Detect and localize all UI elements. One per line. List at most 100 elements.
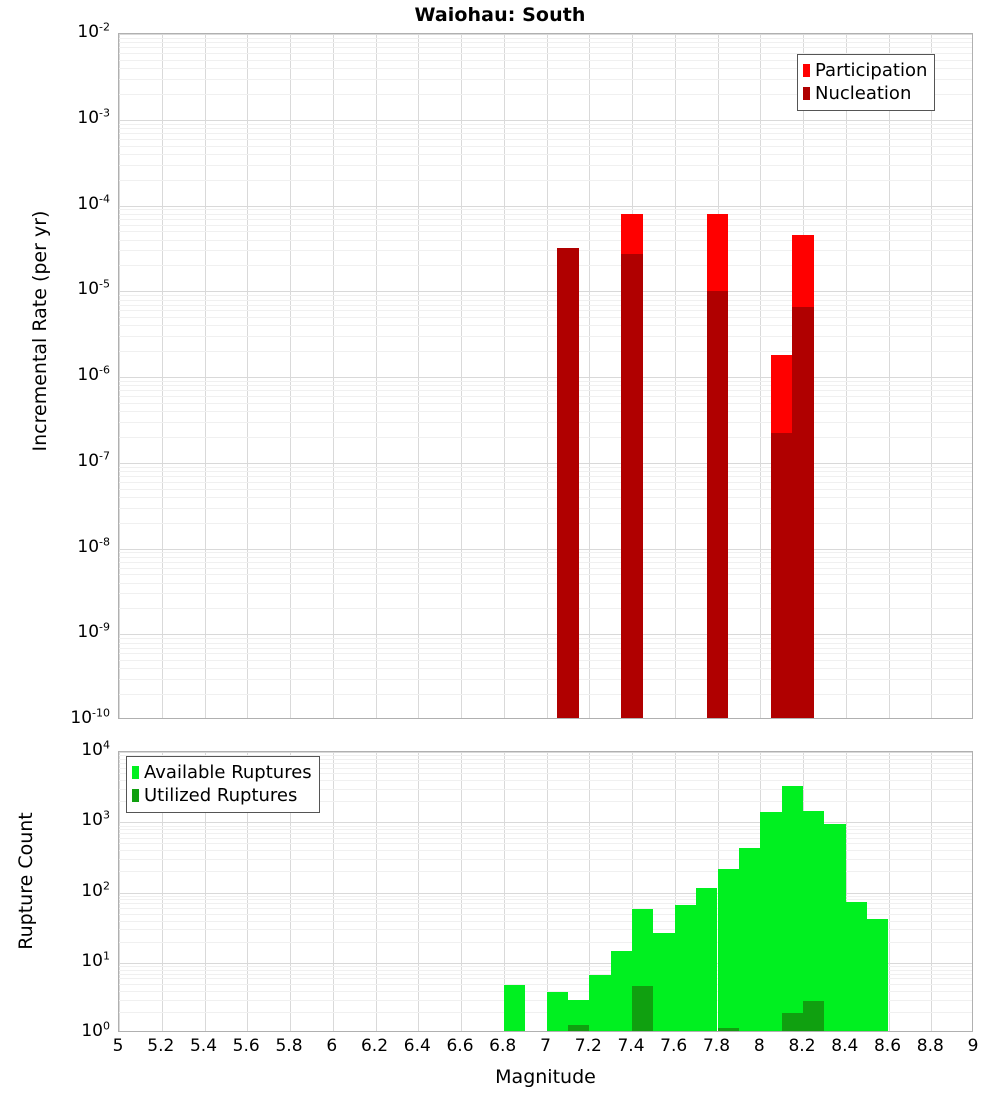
bar-nucleation <box>557 248 579 718</box>
grid-line-horizontal-minor <box>119 647 972 649</box>
grid-line-horizontal <box>119 892 972 894</box>
x-axis-tick-label: 8.4 <box>831 1036 859 1056</box>
grid-line-vertical <box>503 34 505 718</box>
grid-line-vertical <box>845 752 847 1031</box>
grid-line-horizontal-minor <box>119 825 972 827</box>
grid-line-vertical <box>931 34 933 718</box>
bar-available-ruptures <box>824 823 846 1031</box>
grid-line-vertical <box>290 34 291 718</box>
x-axis-tick-label: 6.6 <box>446 1036 474 1056</box>
grid-line-horizontal-minor <box>119 138 972 140</box>
grid-line-vertical <box>717 752 719 1031</box>
grid-line-horizontal-minor <box>119 317 972 319</box>
grid-line-horizontal-minor <box>119 899 972 901</box>
grid-line-horizontal-minor <box>119 593 972 595</box>
bar-available-ruptures <box>567 999 590 1031</box>
grid-line-horizontal-minor <box>119 843 972 845</box>
grid-line-horizontal <box>119 34 972 35</box>
x-axis-label: Magnitude <box>495 1066 596 1088</box>
grid-line-vertical <box>674 34 676 718</box>
legend-item-utilized-ruptures[interactable]: Utilized Ruptures <box>132 784 312 807</box>
bar-available-ruptures <box>546 991 568 1031</box>
legend-label-participation: Participation <box>815 59 928 81</box>
grid-line-horizontal-minor <box>119 299 972 301</box>
grid-line-horizontal-minor <box>119 895 972 897</box>
grid-line-horizontal-minor <box>119 837 972 839</box>
bar-available-ruptures <box>867 918 889 1031</box>
y-axis-tick-label: 10-8 <box>77 534 110 557</box>
grid-line-vertical <box>674 752 676 1031</box>
grid-line-vertical <box>717 34 719 718</box>
x-axis-tick-label: 6.8 <box>489 1036 517 1056</box>
grid-line-horizontal-minor <box>119 164 972 166</box>
grid-line-horizontal-minor <box>119 1011 972 1013</box>
grid-line-vertical <box>418 34 420 718</box>
grid-line-horizontal-minor <box>119 833 972 835</box>
page-title: Waiohau: South <box>414 4 586 26</box>
grid-line-vertical <box>803 752 804 1031</box>
legend-swatch-participation <box>803 64 810 77</box>
bar-participation <box>621 214 643 718</box>
x-axis-tick-label: 8.2 <box>788 1036 816 1056</box>
bar-utilized-ruptures <box>717 1028 739 1031</box>
grid-line-horizontal-minor <box>119 694 972 696</box>
grid-line-horizontal-minor <box>119 973 972 975</box>
grid-line-horizontal-minor <box>119 209 972 211</box>
bar-nucleation <box>706 291 729 718</box>
grid-line-horizontal-minor <box>119 239 972 241</box>
grid-line-horizontal-minor <box>119 913 972 915</box>
y-axis-tick-label: 100 <box>81 1019 110 1041</box>
grid-line-horizontal-minor <box>119 660 972 662</box>
bar-layer-top <box>119 34 972 718</box>
x-axis-tick-label: 7.6 <box>660 1036 688 1056</box>
bar-nucleation <box>770 433 793 718</box>
grid-line-horizontal-minor <box>119 336 972 338</box>
grid-line-horizontal-minor <box>119 218 972 220</box>
grid-line-horizontal-minor <box>119 908 972 910</box>
bar-available-ruptures <box>781 785 803 1031</box>
grid-line-horizontal-minor <box>119 556 972 558</box>
grid-line-horizontal-minor <box>119 653 972 655</box>
bar-available-ruptures <box>803 811 825 1031</box>
grid-line-horizontal-minor <box>119 983 972 985</box>
legend-item-available-ruptures[interactable]: Available Ruptures <box>132 761 312 784</box>
grid-lines-top <box>119 34 972 718</box>
grid-line-horizontal-minor <box>119 436 972 438</box>
bar-available-ruptures <box>845 902 868 1031</box>
bar-utilized-ruptures <box>781 1013 803 1031</box>
grid-line-horizontal-minor <box>119 488 972 490</box>
grid-line-horizontal <box>119 548 972 550</box>
grid-line-horizontal-minor <box>119 476 972 477</box>
grid-line-horizontal-minor <box>119 990 972 992</box>
grid-line-horizontal <box>119 377 972 378</box>
legend-bottom: Available Ruptures Utilized Ruptures <box>126 756 320 813</box>
grid-line-vertical <box>418 752 420 1031</box>
grid-line-horizontal-minor <box>119 871 972 873</box>
grid-line-horizontal <box>119 462 972 464</box>
grid-line-horizontal-minor <box>119 128 972 130</box>
grid-line-horizontal-minor <box>119 679 972 681</box>
grid-line-horizontal-minor <box>119 351 972 353</box>
grid-line-vertical <box>888 34 890 718</box>
x-axis-tick-label: 5.8 <box>275 1036 303 1056</box>
grid-line-horizontal-minor <box>119 380 972 382</box>
x-axis-tick-label: 7.8 <box>702 1036 731 1056</box>
grid-line-vertical <box>589 34 591 718</box>
y-axis-tick-label: 103 <box>81 808 110 831</box>
bar-utilized-ruptures <box>632 985 654 1031</box>
grid-line-horizontal-minor <box>119 522 972 524</box>
x-axis-tick-label: 5.2 <box>147 1036 175 1056</box>
grid-line-horizontal-minor <box>119 929 972 931</box>
x-axis-tick-label: 6.4 <box>403 1036 431 1056</box>
x-axis-tick-label: 6 <box>326 1036 338 1056</box>
legend-label-available: Available Ruptures <box>144 761 312 783</box>
grid-line-horizontal-minor <box>119 421 972 423</box>
bar-available-ruptures <box>610 950 632 1031</box>
legend-item-nucleation[interactable]: Nucleation <box>803 82 927 105</box>
legend-item-participation[interactable]: Participation <box>803 59 927 82</box>
grid-line-vertical <box>375 752 377 1031</box>
bar-available-ruptures <box>696 887 718 1031</box>
grid-line-horizontal <box>119 634 972 636</box>
grid-line-horizontal-minor <box>119 231 972 233</box>
bar-utilized-ruptures <box>803 1000 825 1031</box>
